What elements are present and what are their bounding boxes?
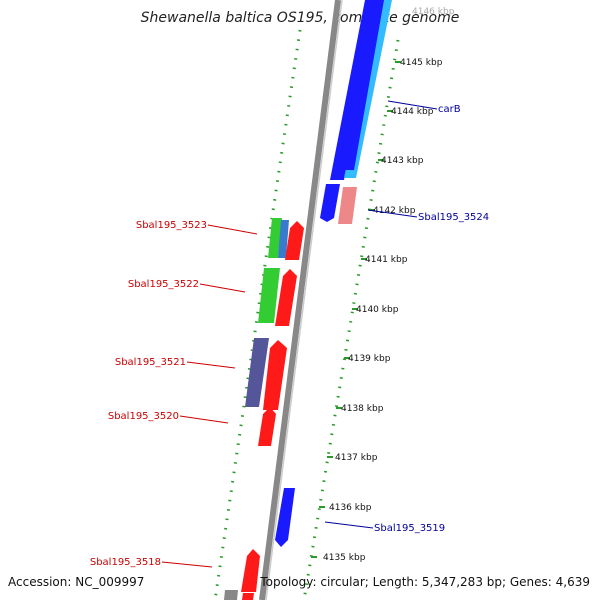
gene-block-grey-bottom[interactable] [224, 590, 238, 600]
gene-label-sbal195-3520[interactable]: Sbal195_3520 [108, 411, 179, 422]
gene-block-purple[interactable] [245, 338, 269, 407]
topology-text: Topology: circular; Length: 5,347,283 bp… [260, 575, 590, 589]
gene-arrow-red-3521[interactable] [263, 340, 287, 410]
gene-arrow-blue-3519[interactable] [275, 488, 295, 547]
gene-block-pink[interactable] [338, 187, 357, 224]
tick-label-4144: 4144 kbp [391, 107, 434, 117]
genome-backbone-highlight [265, 0, 343, 600]
gene-label-sbal195-3521[interactable]: Sbal195_3521 [115, 357, 186, 368]
gene-label-sbal195-3518[interactable]: Sbal195_3518 [90, 557, 161, 568]
tick-label-4139: 4139 kbp [348, 354, 391, 364]
gene-block-blue-2[interactable] [344, 0, 384, 170]
tick-label-4137: 4137 kbp [335, 453, 378, 463]
genome-backbone [259, 0, 341, 600]
tick-label-4142: 4142 kbp [373, 206, 416, 216]
gene-block-green-2[interactable] [258, 268, 280, 323]
gene-block-red-bottom[interactable] [242, 593, 254, 600]
right-gene-labels: carB Sbal195_3524 Sbal195_3519 [324, 100, 489, 534]
gene-arrow-red-3522[interactable] [275, 269, 297, 326]
forward-strand-genes [224, 0, 392, 600]
gene-arrow-red-3518[interactable] [241, 549, 260, 592]
gene-arrow-red-3520[interactable] [258, 407, 276, 446]
tick-label-4135: 4135 kbp [323, 553, 366, 563]
tick-label-4136: 4136 kbp [329, 503, 372, 513]
tick-label-4141: 4141 kbp [365, 255, 408, 265]
left-dotted-ring [213, 29, 302, 600]
tick-label-4138: 4138 kbp [341, 404, 384, 414]
gene-block-blue-top[interactable] [330, 0, 378, 180]
accession-text: Accession: NC_009997 [8, 575, 145, 589]
gene-label-carb[interactable]: carB [438, 104, 461, 115]
tick-label-4143: 4143 kbp [381, 156, 424, 166]
tick-label-4145: 4145 kbp [400, 58, 443, 68]
tick-label-4140: 4140 kbp [356, 305, 399, 315]
gene-label-sbal195-3524[interactable]: Sbal195_3524 [418, 212, 489, 223]
gene-label-sbal195-3523[interactable]: Sbal195_3523 [136, 220, 207, 231]
tick-label-4146: 4146 kbp [412, 7, 455, 17]
gene-block-green-1[interactable] [268, 218, 282, 258]
left-gene-labels: Sbal195_3523 Sbal195_3522 Sbal195_3521 S… [90, 220, 258, 568]
tick-labels: 4146 kbp 4145 kbp 4144 kbp 4143 kbp 4142… [323, 7, 455, 563]
gene-block-blue-small[interactable] [278, 220, 289, 258]
gene-label-sbal195-3519[interactable]: Sbal195_3519 [374, 523, 445, 534]
gene-arrow-blue-a[interactable] [320, 184, 340, 222]
gene-arrow-red-3523[interactable] [285, 221, 304, 260]
gene-label-sbal195-3522[interactable]: Sbal195_3522 [128, 279, 199, 290]
